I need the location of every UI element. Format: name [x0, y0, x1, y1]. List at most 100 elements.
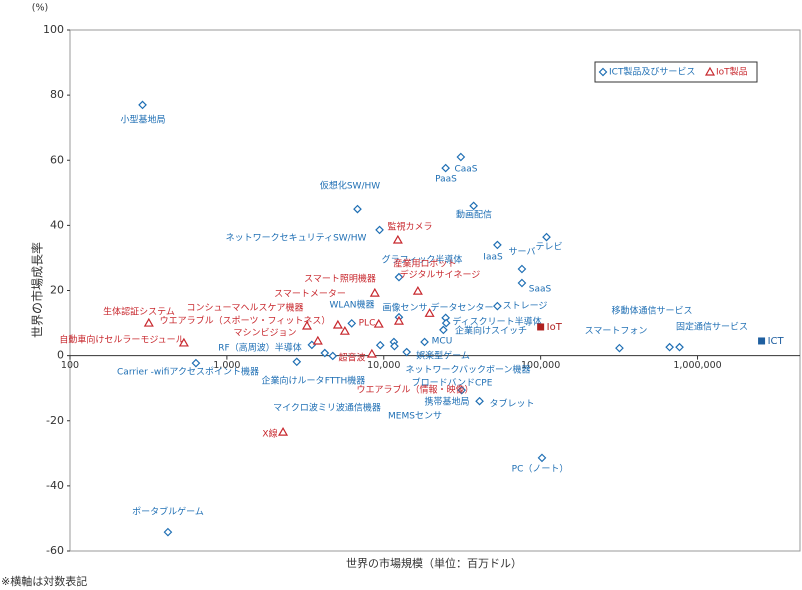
iot-point [278, 426, 289, 436]
point-label: ディスクリート半導体 [452, 316, 541, 328]
ict-point [517, 278, 527, 288]
ict-point [537, 453, 547, 463]
plot-frame [69, 29, 801, 552]
ict-point [493, 240, 502, 250]
ict-point [457, 385, 467, 395]
total-point [758, 337, 766, 345]
point-label: WLAN機器 [329, 299, 374, 311]
ict-point [347, 319, 357, 328]
point-label: テレビ [535, 242, 562, 253]
x-tick-label: 10,000 [367, 360, 400, 371]
ict-point [191, 358, 201, 368]
point-label: 企業向けルータ [261, 375, 324, 387]
point-label: IaaS [483, 253, 503, 263]
point-label: マイクロ波ミリ波通信機器 [273, 402, 381, 414]
iot-point [312, 335, 323, 345]
y-tick-label: 20 [50, 284, 64, 297]
total-label: ICT [768, 336, 785, 347]
legend-box [594, 61, 758, 83]
ict-point [402, 347, 412, 357]
y-tick-label: 100 [43, 23, 64, 36]
point-label: 監視カメラ [387, 221, 432, 233]
ict-point [665, 342, 674, 352]
ict-point [441, 318, 451, 328]
point-label: ポータブルゲーム [132, 506, 204, 518]
x-tick-label: 1,000 [213, 360, 240, 371]
x-tick-label: 1,000,000 [673, 360, 721, 371]
point-label: 画像センサ [382, 302, 427, 314]
point-label: マシンビジョン [233, 328, 296, 339]
y-tick-label: -20 [46, 414, 64, 427]
ict-point [493, 301, 502, 311]
ict-point [138, 100, 147, 110]
total-label: IoT [547, 322, 563, 333]
y-tick-label: 40 [50, 218, 64, 231]
ict-point [517, 264, 527, 274]
point-label: スマートメーター [274, 289, 346, 300]
legend-marker [598, 67, 608, 77]
ict-point [353, 204, 362, 214]
point-label: ストレージ [503, 302, 548, 312]
ict-point [615, 343, 624, 353]
iot-point [339, 325, 350, 335]
ict-point [390, 341, 399, 351]
point-label: CaaS [454, 165, 477, 175]
ict-point [456, 152, 466, 162]
point-label: FTTH機器 [325, 375, 366, 387]
y-tick-label: 60 [50, 153, 64, 166]
iot-point [178, 337, 189, 347]
y-axis-label: 世界の市場成長率 [30, 242, 45, 338]
point-label: 仮想化SW/HW [320, 180, 380, 192]
point-label: PLC [359, 319, 376, 329]
point-label: 企業向けスイッチ [455, 325, 527, 337]
point-label: デジタルサイネージ [400, 269, 481, 281]
ict-point [163, 527, 173, 537]
point-label: ウエアラブル（スポーツ・フィットネス） [160, 315, 331, 327]
point-label: 娯楽型ゲーム [416, 350, 470, 362]
point-label: RF（高周波）半導体 [218, 342, 301, 354]
point-label: グラフィック半導体 [382, 254, 463, 266]
iot-point [143, 317, 154, 327]
point-label: 動画配信 [456, 209, 492, 221]
point-label: Carrier -wifiアクセスポイント機器 [117, 366, 259, 378]
point-label: ネットワークバックボーン機器 [405, 364, 530, 376]
ict-point [394, 272, 404, 282]
ict-point [328, 351, 338, 361]
point-label: ネットワークセキュリティSW/HW [226, 233, 367, 244]
ict-point [292, 357, 302, 367]
ict-point [375, 225, 384, 235]
legend-marker [704, 66, 716, 76]
ict-point [675, 342, 684, 352]
iot-point [369, 287, 380, 297]
iot-point [373, 318, 384, 328]
ict-point [441, 163, 450, 173]
ict-point [375, 340, 385, 350]
point-label: タブレット [489, 398, 534, 410]
point-label: ブロードバンドCPE [412, 377, 493, 389]
iot-point [301, 320, 313, 330]
iot-point [392, 234, 403, 244]
legend-label: IoT製品 [716, 66, 748, 78]
point-label: スマート照明機器 [304, 273, 376, 285]
y-tick-label: 80 [50, 88, 64, 101]
y-unit: (%) [32, 3, 48, 14]
point-label: サーバ [509, 247, 536, 258]
point-label: 移動体通信サービス [611, 305, 692, 317]
ict-point [439, 325, 448, 335]
point-label: 自動車向けセルラーモジュール [59, 334, 184, 346]
iot-point [424, 308, 435, 317]
point-label: 超音波 [338, 352, 365, 364]
point-label: X線 [262, 428, 277, 440]
y-tick-label: -60 [46, 544, 64, 557]
point-label: PaaS [435, 175, 457, 185]
iot-point [366, 348, 377, 358]
x-axis-label: 世界の市場規模（単位：百万ドル） [346, 556, 522, 570]
x-tick-label: 100,000 [521, 360, 560, 371]
point-label: 小型基地局 [120, 114, 165, 126]
point-label: ウエアラブル（情報・映像） [356, 384, 473, 396]
total-point [537, 323, 545, 331]
point-label: MEMSセンサ [388, 411, 442, 422]
point-label: 固定通信サービス [676, 321, 748, 333]
ict-point [320, 348, 330, 358]
